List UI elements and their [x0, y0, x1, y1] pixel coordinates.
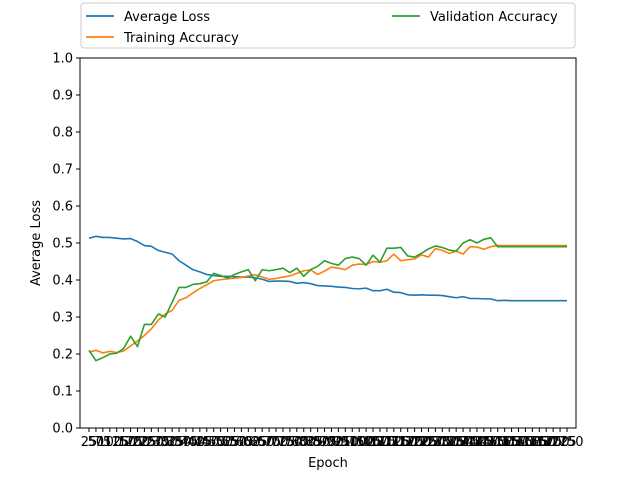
x-tick-label: 1300: [426, 435, 459, 450]
x-tick-label: 1500: [481, 435, 514, 450]
y-tick-label: 0.8: [52, 126, 73, 141]
x-tick-label: 1250: [412, 435, 445, 450]
x-tick-label: 925: [326, 435, 351, 450]
x-tick-label: 1200: [398, 435, 431, 450]
x-tick-label: 175: [118, 435, 143, 450]
x-tick-label: 975: [340, 435, 365, 450]
x-tick-label: 275: [146, 435, 171, 450]
x-tick-label: 150: [111, 435, 136, 450]
x-tick-label: 1225: [405, 435, 438, 450]
x-tick-label: 100: [97, 435, 122, 450]
x-tick-label: 300: [153, 435, 178, 450]
x-tick-label: 1350: [440, 435, 473, 450]
x-tick-label: 1375: [447, 435, 480, 450]
y-tick-label: 0.1: [52, 385, 73, 400]
x-tick-label: 1325: [433, 435, 466, 450]
x-tick-label: 1425: [460, 435, 493, 450]
x-tick-label: 350: [167, 435, 192, 450]
series-line-1: [88, 244, 567, 354]
y-tick-label: 0.7: [52, 163, 73, 178]
x-tick-label: 1650: [523, 435, 556, 450]
x-tick-label: 375: [174, 435, 199, 450]
y-axis-ticks: 0.0 0.1 0.2 0.3 0.4 0.5 0.6 0.7 0.8 0.9 1.0: [52, 52, 80, 437]
x-tick-label: 1075: [363, 435, 396, 450]
x-tick-label: 700: [264, 435, 289, 450]
x-tick-label: 475: [201, 435, 226, 450]
y-tick-label: 0.5: [52, 237, 73, 252]
y-tick-label: 0.6: [52, 200, 73, 215]
x-tick-label: 1725: [544, 435, 577, 450]
x-tick-label: 1600: [509, 435, 542, 450]
x-tick-label: 500: [208, 435, 233, 450]
y-tick-label: 0.9: [52, 89, 73, 104]
x-tick-label: 1175: [391, 435, 424, 450]
x-tick-label: 1675: [530, 435, 563, 450]
x-tick-label: 325: [160, 435, 185, 450]
x-tick-label: 425: [187, 435, 212, 450]
x-tick-label: 675: [257, 435, 282, 450]
x-tick-label: 1125: [377, 435, 410, 450]
x-tick-label: 600: [236, 435, 261, 450]
x-tick-label: 1475: [474, 435, 507, 450]
x-tick-label: 200: [125, 435, 150, 450]
x-tick-label: 525: [215, 435, 240, 450]
legend-label: Validation Accuracy: [430, 10, 558, 25]
x-tick-label: 1550: [495, 435, 528, 450]
x-tick-label: 50: [88, 435, 105, 450]
x-tick-label: 1000: [343, 435, 376, 450]
y-tick-label: 0.3: [52, 311, 73, 326]
x-tick-label: 1625: [516, 435, 549, 450]
x-tick-label: 1450: [467, 435, 500, 450]
legend-label: Average Loss: [124, 10, 210, 25]
x-tick-label: 575: [229, 435, 254, 450]
x-tick-label: 1750: [550, 435, 583, 450]
x-tick-label: 75: [95, 435, 112, 450]
x-tick-label: 1700: [537, 435, 570, 450]
x-tick-label: 400: [180, 435, 205, 450]
x-tick-label: 25: [81, 435, 98, 450]
x-tick-label: 725: [271, 435, 296, 450]
x-tick-label: 450: [194, 435, 219, 450]
x-tick-label: 1400: [453, 435, 486, 450]
series-line-2: [88, 237, 567, 362]
x-tick-label: 1275: [419, 435, 452, 450]
x-tick-label: 650: [250, 435, 275, 450]
series-line-0: [88, 235, 567, 302]
y-tick-label: 1.0: [52, 52, 73, 67]
x-axis-ticks: 2550751001251501752002252502753003253503…: [81, 428, 584, 450]
legend-label: Training Accuracy: [123, 31, 239, 46]
x-tick-label: 775: [284, 435, 309, 450]
y-tick-label: 0.4: [52, 274, 73, 289]
legend: Average Loss Training Accuracy Validation …: [80, 2, 576, 49]
x-tick-label: 1525: [488, 435, 521, 450]
x-tick-label: 850: [305, 435, 330, 450]
x-tick-label: 125: [104, 435, 129, 450]
x-tick-label: 1100: [370, 435, 403, 450]
y-tick-label: 0.0: [52, 422, 73, 437]
x-tick-label: 1025: [350, 435, 383, 450]
x-tick-label: 225: [132, 435, 157, 450]
x-tick-label: 550: [222, 435, 247, 450]
y-tick-label: 0.2: [52, 348, 73, 363]
legend-box: [80, 2, 576, 49]
x-tick-label: 250: [139, 435, 164, 450]
x-tick-label: 825: [298, 435, 323, 450]
x-tick-label: 875: [312, 435, 337, 450]
x-tick-label: 750: [277, 435, 302, 450]
x-tick-label: 625: [243, 435, 268, 450]
x-tick-label: 950: [333, 435, 358, 450]
x-tick-label: 1575: [502, 435, 535, 450]
x-tick-label: 900: [319, 435, 344, 450]
y-axis-title: Average Loss: [29, 200, 44, 286]
x-axis-title: Epoch: [308, 456, 348, 471]
x-tick-label: 800: [291, 435, 316, 450]
x-tick-label: 1050: [356, 435, 389, 450]
x-tick-label: 1150: [384, 435, 417, 450]
